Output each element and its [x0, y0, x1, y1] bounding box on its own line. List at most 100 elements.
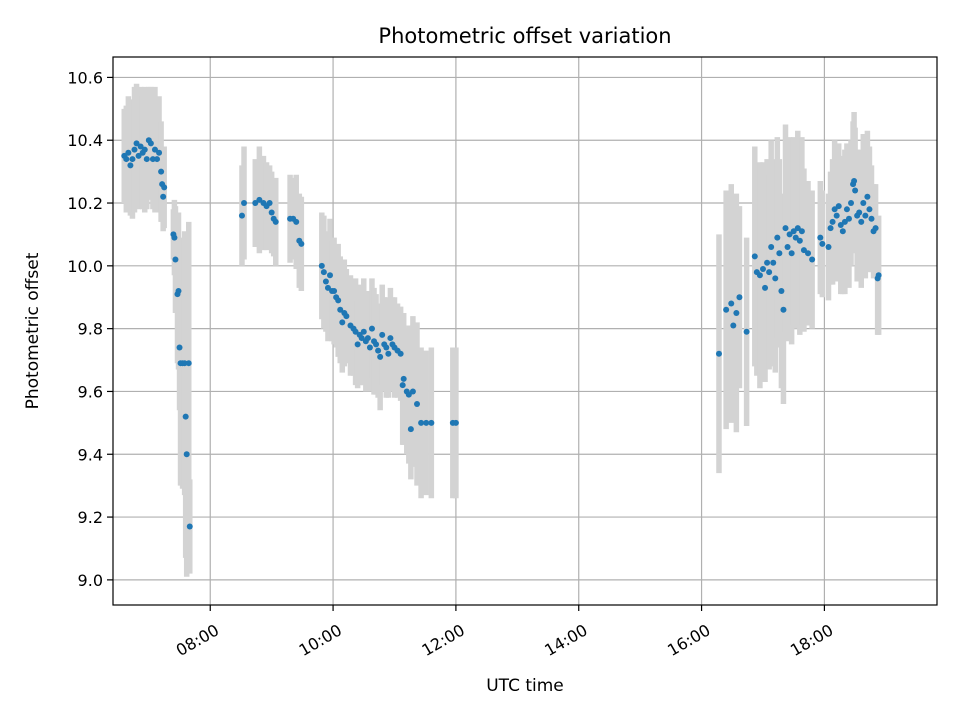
y-axis-label: Photometric offset [23, 252, 43, 409]
data-point [864, 193, 871, 200]
data-point [335, 297, 342, 304]
data-point [185, 360, 192, 367]
data-point [241, 200, 248, 207]
data-point [728, 300, 735, 307]
data-point [156, 149, 163, 156]
data-point [160, 193, 167, 200]
data-point [751, 253, 758, 260]
data-point [366, 344, 373, 351]
data-point [762, 284, 769, 291]
data-point [147, 140, 154, 147]
data-point [743, 328, 750, 335]
data-point [377, 353, 384, 360]
data-point [364, 335, 371, 342]
data-point [182, 413, 189, 420]
data-point [848, 200, 855, 207]
data-point [343, 313, 350, 320]
data-point [158, 168, 165, 175]
data-point [293, 218, 300, 225]
y-tick-label: 9.6 [78, 382, 103, 401]
data-point [176, 344, 183, 351]
data-point [354, 341, 361, 348]
y-tick-label: 9.0 [78, 571, 103, 590]
data-point [368, 325, 375, 332]
data-point [171, 234, 178, 241]
data-point [831, 206, 838, 213]
data-point [175, 287, 182, 294]
data-point [776, 250, 783, 257]
data-point [409, 388, 416, 395]
data-point [868, 215, 875, 222]
data-point [782, 225, 789, 232]
data-point [399, 382, 406, 389]
data-point [839, 228, 846, 235]
y-tick-label: 10.4 [67, 131, 103, 150]
data-point [860, 200, 867, 207]
data-point [768, 243, 775, 250]
data-point [400, 375, 407, 382]
data-point [161, 184, 168, 191]
y-tick-label: 10.2 [67, 194, 103, 213]
data-point [866, 206, 873, 213]
data-point [845, 215, 852, 222]
data-point [792, 234, 799, 241]
data-point [358, 335, 365, 342]
data-point [385, 350, 392, 357]
data-point [266, 200, 273, 207]
data-point [733, 309, 740, 316]
data-point [809, 256, 816, 263]
data-point [875, 272, 882, 279]
data-point [835, 203, 842, 210]
data-point [131, 146, 138, 153]
data-point [405, 391, 412, 398]
data-point [833, 212, 840, 219]
data-point [397, 350, 404, 357]
data-point [154, 156, 161, 163]
plot-area [113, 57, 937, 605]
data-point [851, 178, 858, 185]
data-point [186, 523, 193, 530]
data-point [837, 222, 844, 229]
data-point [320, 269, 327, 276]
data-point [125, 149, 132, 156]
data-point [817, 234, 824, 241]
data-point [298, 240, 305, 247]
data-point [272, 218, 279, 225]
data-point [383, 344, 390, 351]
data-point [730, 322, 737, 329]
plot-frame [112, 56, 938, 606]
y-axis: 9.0 9.2 9.4 9.6 9.8 10.0 10.2 10.4 10.6 [67, 68, 113, 590]
data-point [452, 419, 459, 426]
data-point [790, 228, 797, 235]
data-point [778, 287, 785, 294]
data-point [856, 209, 863, 216]
chart-title: Photometric offset variation [378, 24, 671, 48]
data-point [318, 262, 325, 269]
data-point [322, 278, 329, 285]
data-point [423, 419, 430, 426]
data-point [784, 243, 791, 250]
data-point [827, 225, 834, 232]
data-point [829, 218, 836, 225]
data-point [414, 401, 421, 408]
data-point [736, 294, 743, 301]
data-point [798, 228, 805, 235]
data-points [121, 137, 882, 530]
y-tick-label: 10.0 [67, 257, 103, 276]
x-axis-label: UTC time [486, 676, 564, 696]
data-point [756, 272, 763, 279]
data-point [723, 306, 730, 313]
data-point [327, 272, 334, 279]
data-point [794, 225, 801, 232]
data-point [133, 140, 140, 147]
data-point [135, 152, 142, 159]
data-point [379, 331, 386, 338]
data-point [387, 335, 394, 342]
data-point [238, 212, 245, 219]
data-point [123, 156, 130, 163]
data-point [825, 243, 832, 250]
data-point [324, 284, 331, 291]
y-tick-label: 9.4 [78, 445, 103, 464]
data-point [256, 196, 263, 203]
